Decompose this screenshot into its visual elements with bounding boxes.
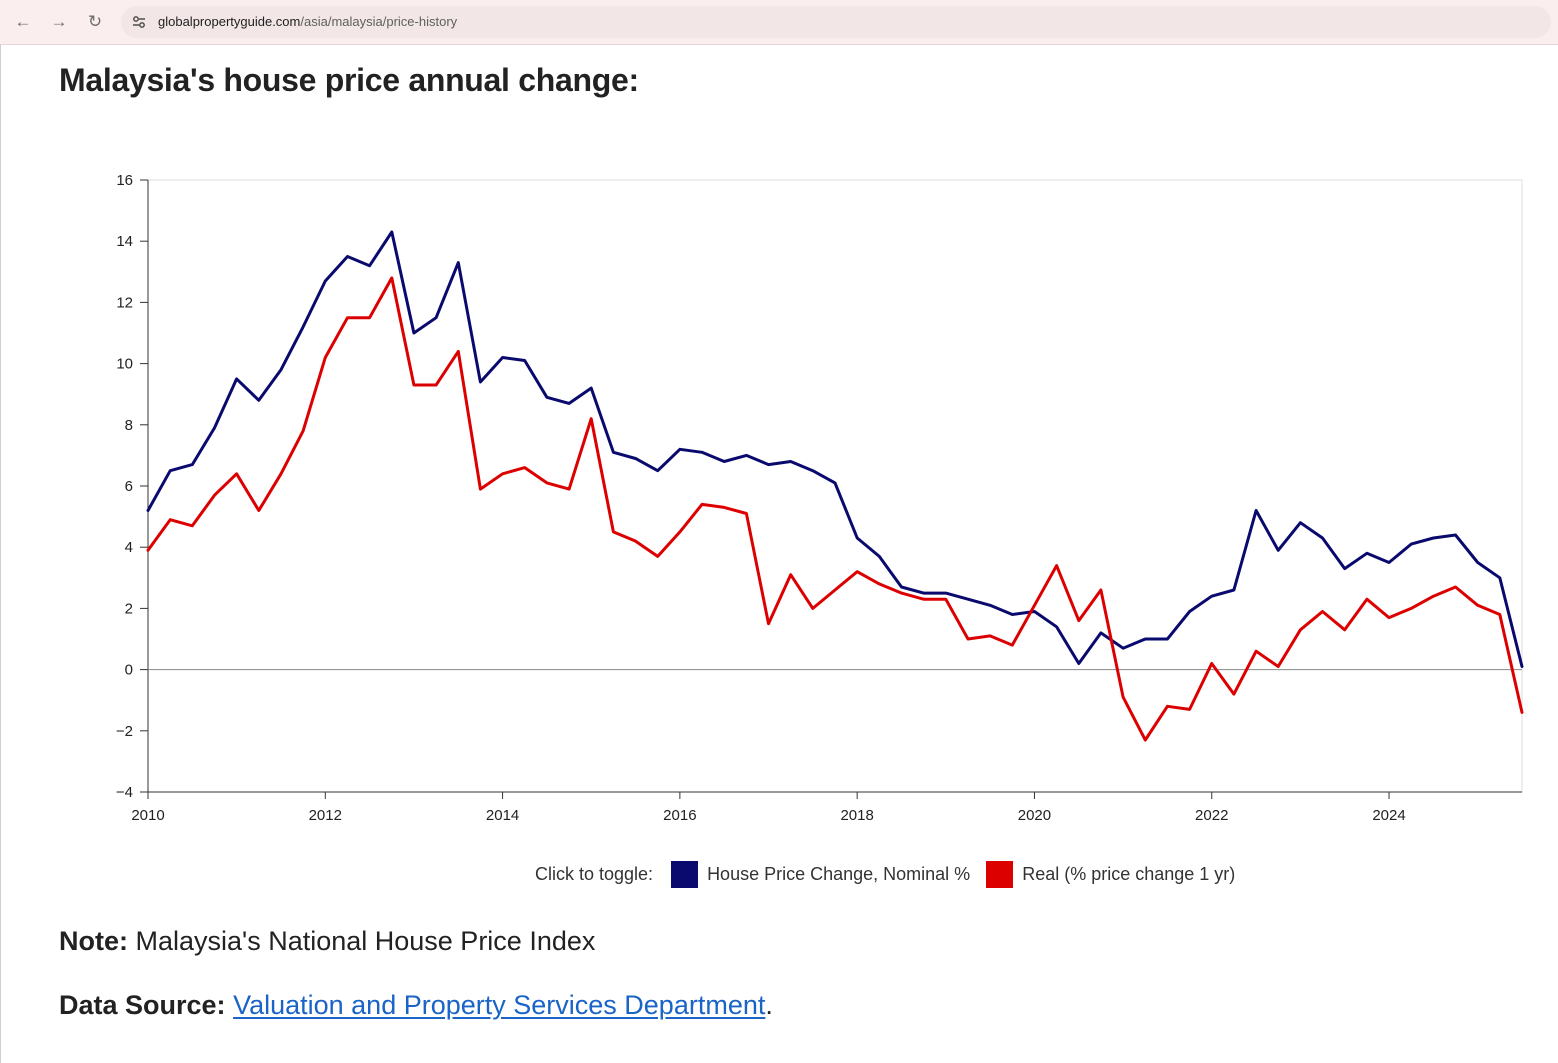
window-edge bbox=[0, 44, 1, 1063]
note-label: Note: bbox=[59, 926, 128, 956]
y-tick-label: 14 bbox=[116, 233, 133, 250]
legend-prefix: Click to toggle: bbox=[535, 863, 654, 884]
back-arrow-icon[interactable]: ← bbox=[14, 12, 32, 31]
reload-icon[interactable]: ↻ bbox=[87, 12, 103, 31]
x-tick-label: 2014 bbox=[486, 807, 519, 824]
y-tick-label: −2 bbox=[116, 723, 133, 740]
chart-legend: Click to toggle: House Price Change, Nom… bbox=[535, 860, 1251, 888]
url-text: globalpropertyguide.com/asia/malaysia/pr… bbox=[158, 14, 457, 30]
series-line-nominal bbox=[146, 230, 1524, 668]
x-tick-label: 2016 bbox=[663, 807, 696, 824]
y-tick-label: 12 bbox=[116, 294, 133, 311]
legend-label-real: Real (% price change 1 yr) bbox=[1022, 863, 1236, 884]
series-line-real bbox=[146, 276, 1524, 742]
y-tick-label: 16 bbox=[116, 172, 133, 189]
page-title: Malaysia's house price annual change: bbox=[59, 62, 639, 98]
browser-toolbar: ← → ↻ globalpropertyguide.com/asia/malay… bbox=[0, 0, 1558, 45]
note-line: Note: Malaysia's National House Price In… bbox=[59, 926, 595, 957]
url-host: globalpropertyguide.com bbox=[158, 14, 301, 29]
y-tick-label: 0 bbox=[125, 662, 133, 679]
legend-label-nominal: House Price Change, Nominal % bbox=[707, 863, 971, 884]
note-text: Malaysia's National House Price Index bbox=[128, 926, 596, 956]
y-tick-label: 8 bbox=[125, 417, 133, 434]
chart-series bbox=[146, 230, 1524, 742]
chart-axes: −4 −2 0 2 4 6 8 10 12 14 16 2010 2012 2014 2016 2018 202… bbox=[116, 172, 1523, 824]
legend-swatch-real bbox=[986, 860, 1014, 888]
x-tick-label: 2022 bbox=[1195, 807, 1228, 824]
source-label: Data Source: bbox=[59, 990, 226, 1020]
legend-item-nominal[interactable]: House Price Change, Nominal % bbox=[671, 860, 971, 888]
address-bar[interactable]: globalpropertyguide.com/asia/malaysia/pr… bbox=[121, 6, 1551, 38]
y-tick-label: 10 bbox=[116, 356, 133, 373]
x-tick-label: 2020 bbox=[1018, 807, 1051, 824]
forward-arrow-icon[interactable]: → bbox=[50, 12, 68, 31]
source-end: . bbox=[765, 990, 773, 1020]
source-link[interactable]: Valuation and Property Services Departme… bbox=[233, 990, 766, 1020]
legend-item-real[interactable]: Real (% price change 1 yr) bbox=[986, 860, 1236, 888]
y-tick-label: 6 bbox=[125, 478, 133, 495]
y-tick-label: −4 bbox=[116, 784, 133, 801]
x-tick-label: 2024 bbox=[1372, 807, 1405, 824]
y-tick-label: 4 bbox=[125, 539, 133, 556]
url-path: /asia/malaysia/price-history bbox=[300, 14, 458, 29]
x-tick-label: 2010 bbox=[131, 807, 164, 824]
legend-swatch-nominal bbox=[671, 860, 699, 888]
x-tick-label: 2012 bbox=[309, 807, 342, 824]
data-source-line: Data Source: Valuation and Property Serv… bbox=[59, 990, 773, 1021]
x-tick-label: 2018 bbox=[840, 807, 873, 824]
price-change-chart: −4 −2 0 2 4 6 8 10 12 14 16 2010 2012 2014 2016 2018 202… bbox=[116, 172, 1524, 824]
site-settings-icon[interactable] bbox=[131, 14, 147, 30]
y-tick-label: 2 bbox=[125, 600, 133, 617]
